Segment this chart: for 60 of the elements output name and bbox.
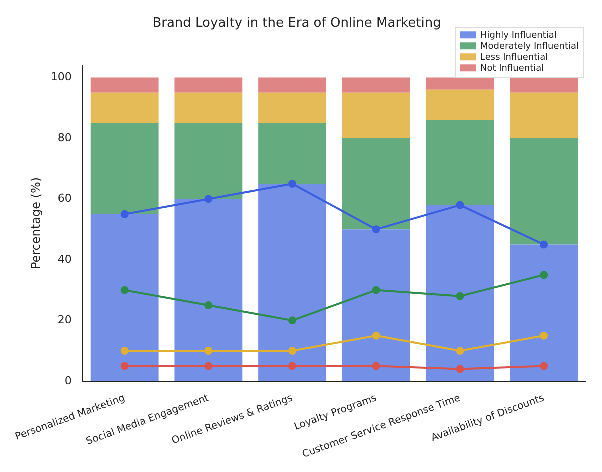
- bar: [510, 78, 578, 93]
- bar: [510, 244, 578, 382]
- bar: [90, 214, 159, 382]
- bar: [342, 92, 410, 138]
- bar: [342, 230, 410, 382]
- bar: [426, 205, 494, 382]
- point: [288, 362, 297, 370]
- y-tick-label: 100: [50, 70, 72, 84]
- point: [456, 365, 464, 374]
- point: [120, 286, 129, 294]
- point: [372, 226, 380, 234]
- bar: [258, 78, 326, 93]
- point: [372, 286, 380, 294]
- legend-label: Moderately Influential: [480, 42, 580, 52]
- bar: [90, 78, 159, 93]
- bar: [258, 92, 326, 124]
- bar: [258, 184, 326, 382]
- bar: [258, 123, 326, 184]
- point: [204, 347, 213, 356]
- y-tick-label: 60: [58, 192, 72, 206]
- point: [120, 347, 129, 356]
- bar: [426, 90, 494, 120]
- point: [288, 316, 297, 325]
- bar: [90, 123, 159, 214]
- bar: [510, 92, 578, 138]
- bar: [510, 138, 578, 245]
- bar: [174, 92, 243, 124]
- bar: [342, 78, 410, 93]
- bar: [426, 120, 494, 206]
- point: [120, 210, 129, 218]
- bar: [174, 123, 243, 200]
- legend-label: Highly Influential: [480, 30, 557, 41]
- y-tick-label: 40: [58, 252, 72, 266]
- y-tick-label: 20: [58, 314, 72, 327]
- y-axis-title: Percentage (%): [28, 177, 43, 270]
- point: [456, 201, 464, 210]
- point: [456, 292, 464, 300]
- y-tick-label: 0: [64, 374, 72, 388]
- legend-label: Less Influential: [480, 52, 548, 63]
- point: [540, 332, 548, 340]
- legend-label: Not Influential: [480, 64, 544, 74]
- point: [372, 362, 380, 370]
- bar: [174, 78, 243, 93]
- bar: [342, 138, 410, 230]
- point: [288, 180, 297, 188]
- point: [456, 347, 464, 356]
- chart-title: Brand Loyalty in the Era of Online Marketing: [152, 16, 442, 32]
- point: [288, 347, 297, 356]
- point: [540, 362, 548, 370]
- point: [120, 362, 129, 370]
- bar: [90, 92, 159, 124]
- point: [540, 240, 548, 249]
- point: [204, 362, 213, 370]
- point: [204, 195, 213, 204]
- point: [372, 332, 380, 340]
- point: [204, 301, 213, 310]
- point: [540, 271, 548, 280]
- bar: [174, 199, 243, 382]
- y-tick-label: 80: [58, 131, 72, 144]
- bar: [426, 78, 494, 90]
